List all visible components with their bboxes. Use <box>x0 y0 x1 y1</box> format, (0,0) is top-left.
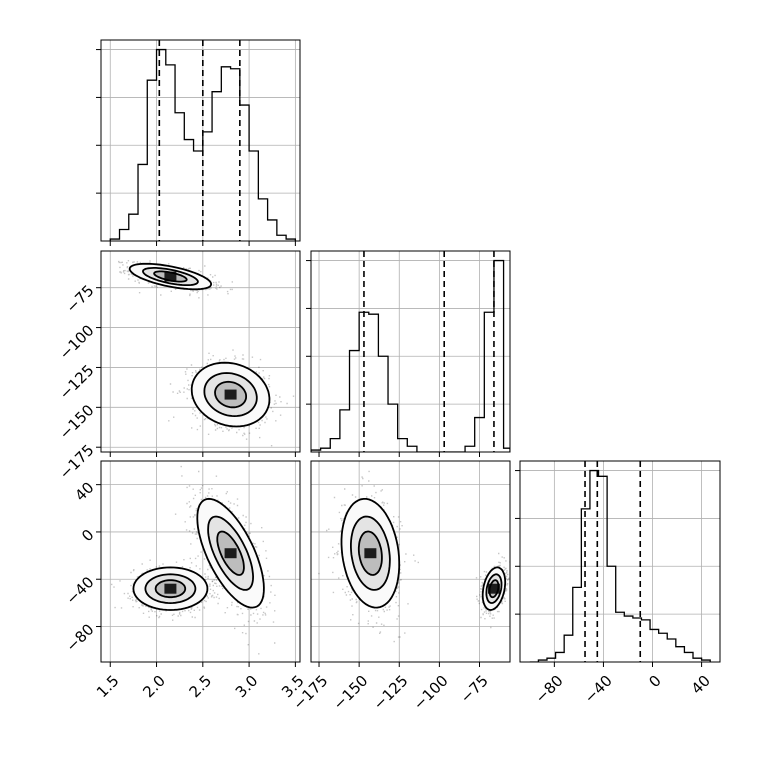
cluster-2 <box>168 349 295 447</box>
scatter-frame <box>100 460 301 663</box>
histogram-frame <box>310 250 511 453</box>
density-peak <box>164 583 177 594</box>
scatter-panel-2 <box>101 251 300 452</box>
cluster-1 <box>318 470 419 643</box>
scatter-panel-4 <box>101 461 300 662</box>
scatter-frame <box>100 250 301 453</box>
histogram-frame <box>100 39 301 242</box>
cluster-1 <box>118 260 233 299</box>
histogram-step <box>529 469 711 662</box>
scatter-panel-5 <box>311 461 510 662</box>
density-peak <box>224 389 237 400</box>
cluster-2 <box>475 552 510 629</box>
cluster-2 <box>174 465 276 655</box>
histogram-frame <box>519 460 721 663</box>
histogram-step <box>311 259 510 452</box>
scatter-frame <box>310 460 511 663</box>
histogram-panel-1 <box>96 39 301 246</box>
density-peak <box>364 548 377 559</box>
cluster-1 <box>111 557 239 621</box>
histogram-panel-3 <box>306 250 511 457</box>
density-peak <box>224 548 237 559</box>
density-peak <box>164 271 177 282</box>
density-peak <box>487 583 500 594</box>
